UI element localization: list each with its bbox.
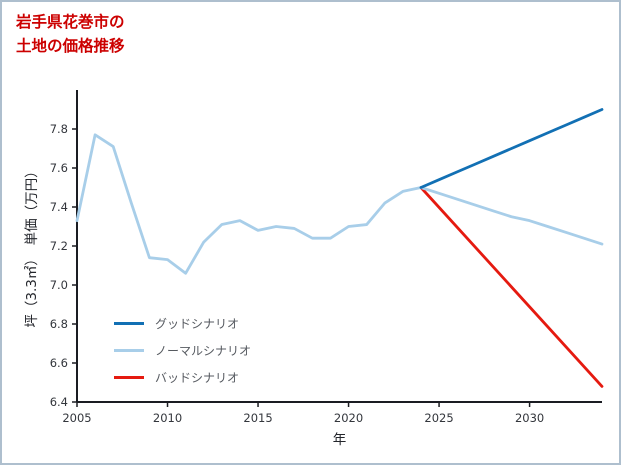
x-tick-label: 2015 xyxy=(243,411,272,425)
x-tick-label: 2010 xyxy=(153,411,182,425)
y-tick-label: 6.6 xyxy=(50,356,68,370)
x-tick-label: 2005 xyxy=(62,411,91,425)
legend-swatch xyxy=(114,322,144,325)
y-axis-label: 坪（3.3㎡） 単価（万円） xyxy=(24,164,40,328)
page-title: 岩手県花巻市の 土地の価格推移 xyxy=(16,13,125,56)
legend-label: バッドシナリオ xyxy=(155,371,240,385)
x-tick-label: 2025 xyxy=(424,411,453,425)
y-tick-label: 7.2 xyxy=(50,239,68,253)
y-tick-label: 7.0 xyxy=(50,278,68,292)
series-line-2 xyxy=(419,186,604,388)
y-tick-label: 6.4 xyxy=(50,395,68,409)
series-line-1 xyxy=(75,133,604,275)
legend-swatch xyxy=(114,376,144,379)
x-axis-label: 年 xyxy=(332,432,347,448)
legend-item: バッドシナリオ xyxy=(114,369,251,386)
y-tick-label: 7.4 xyxy=(50,200,68,214)
legend-swatch xyxy=(114,349,144,352)
y-tick-label: 6.8 xyxy=(50,317,68,331)
legend-item: ノーマルシナリオ xyxy=(114,342,251,359)
legend-label: グッドシナリオ xyxy=(155,317,240,331)
series-line-0 xyxy=(419,108,604,189)
legend-item: グッドシナリオ xyxy=(114,315,251,332)
x-tick-label: 2020 xyxy=(334,411,363,425)
legend-label: ノーマルシナリオ xyxy=(155,344,252,358)
legend: グッドシナリオ ノーマルシナリオ バッドシナリオ xyxy=(114,315,251,386)
y-tick-label: 7.8 xyxy=(50,122,68,136)
y-tick-label: 7.6 xyxy=(50,161,68,175)
x-tick-label: 2030 xyxy=(515,411,544,425)
